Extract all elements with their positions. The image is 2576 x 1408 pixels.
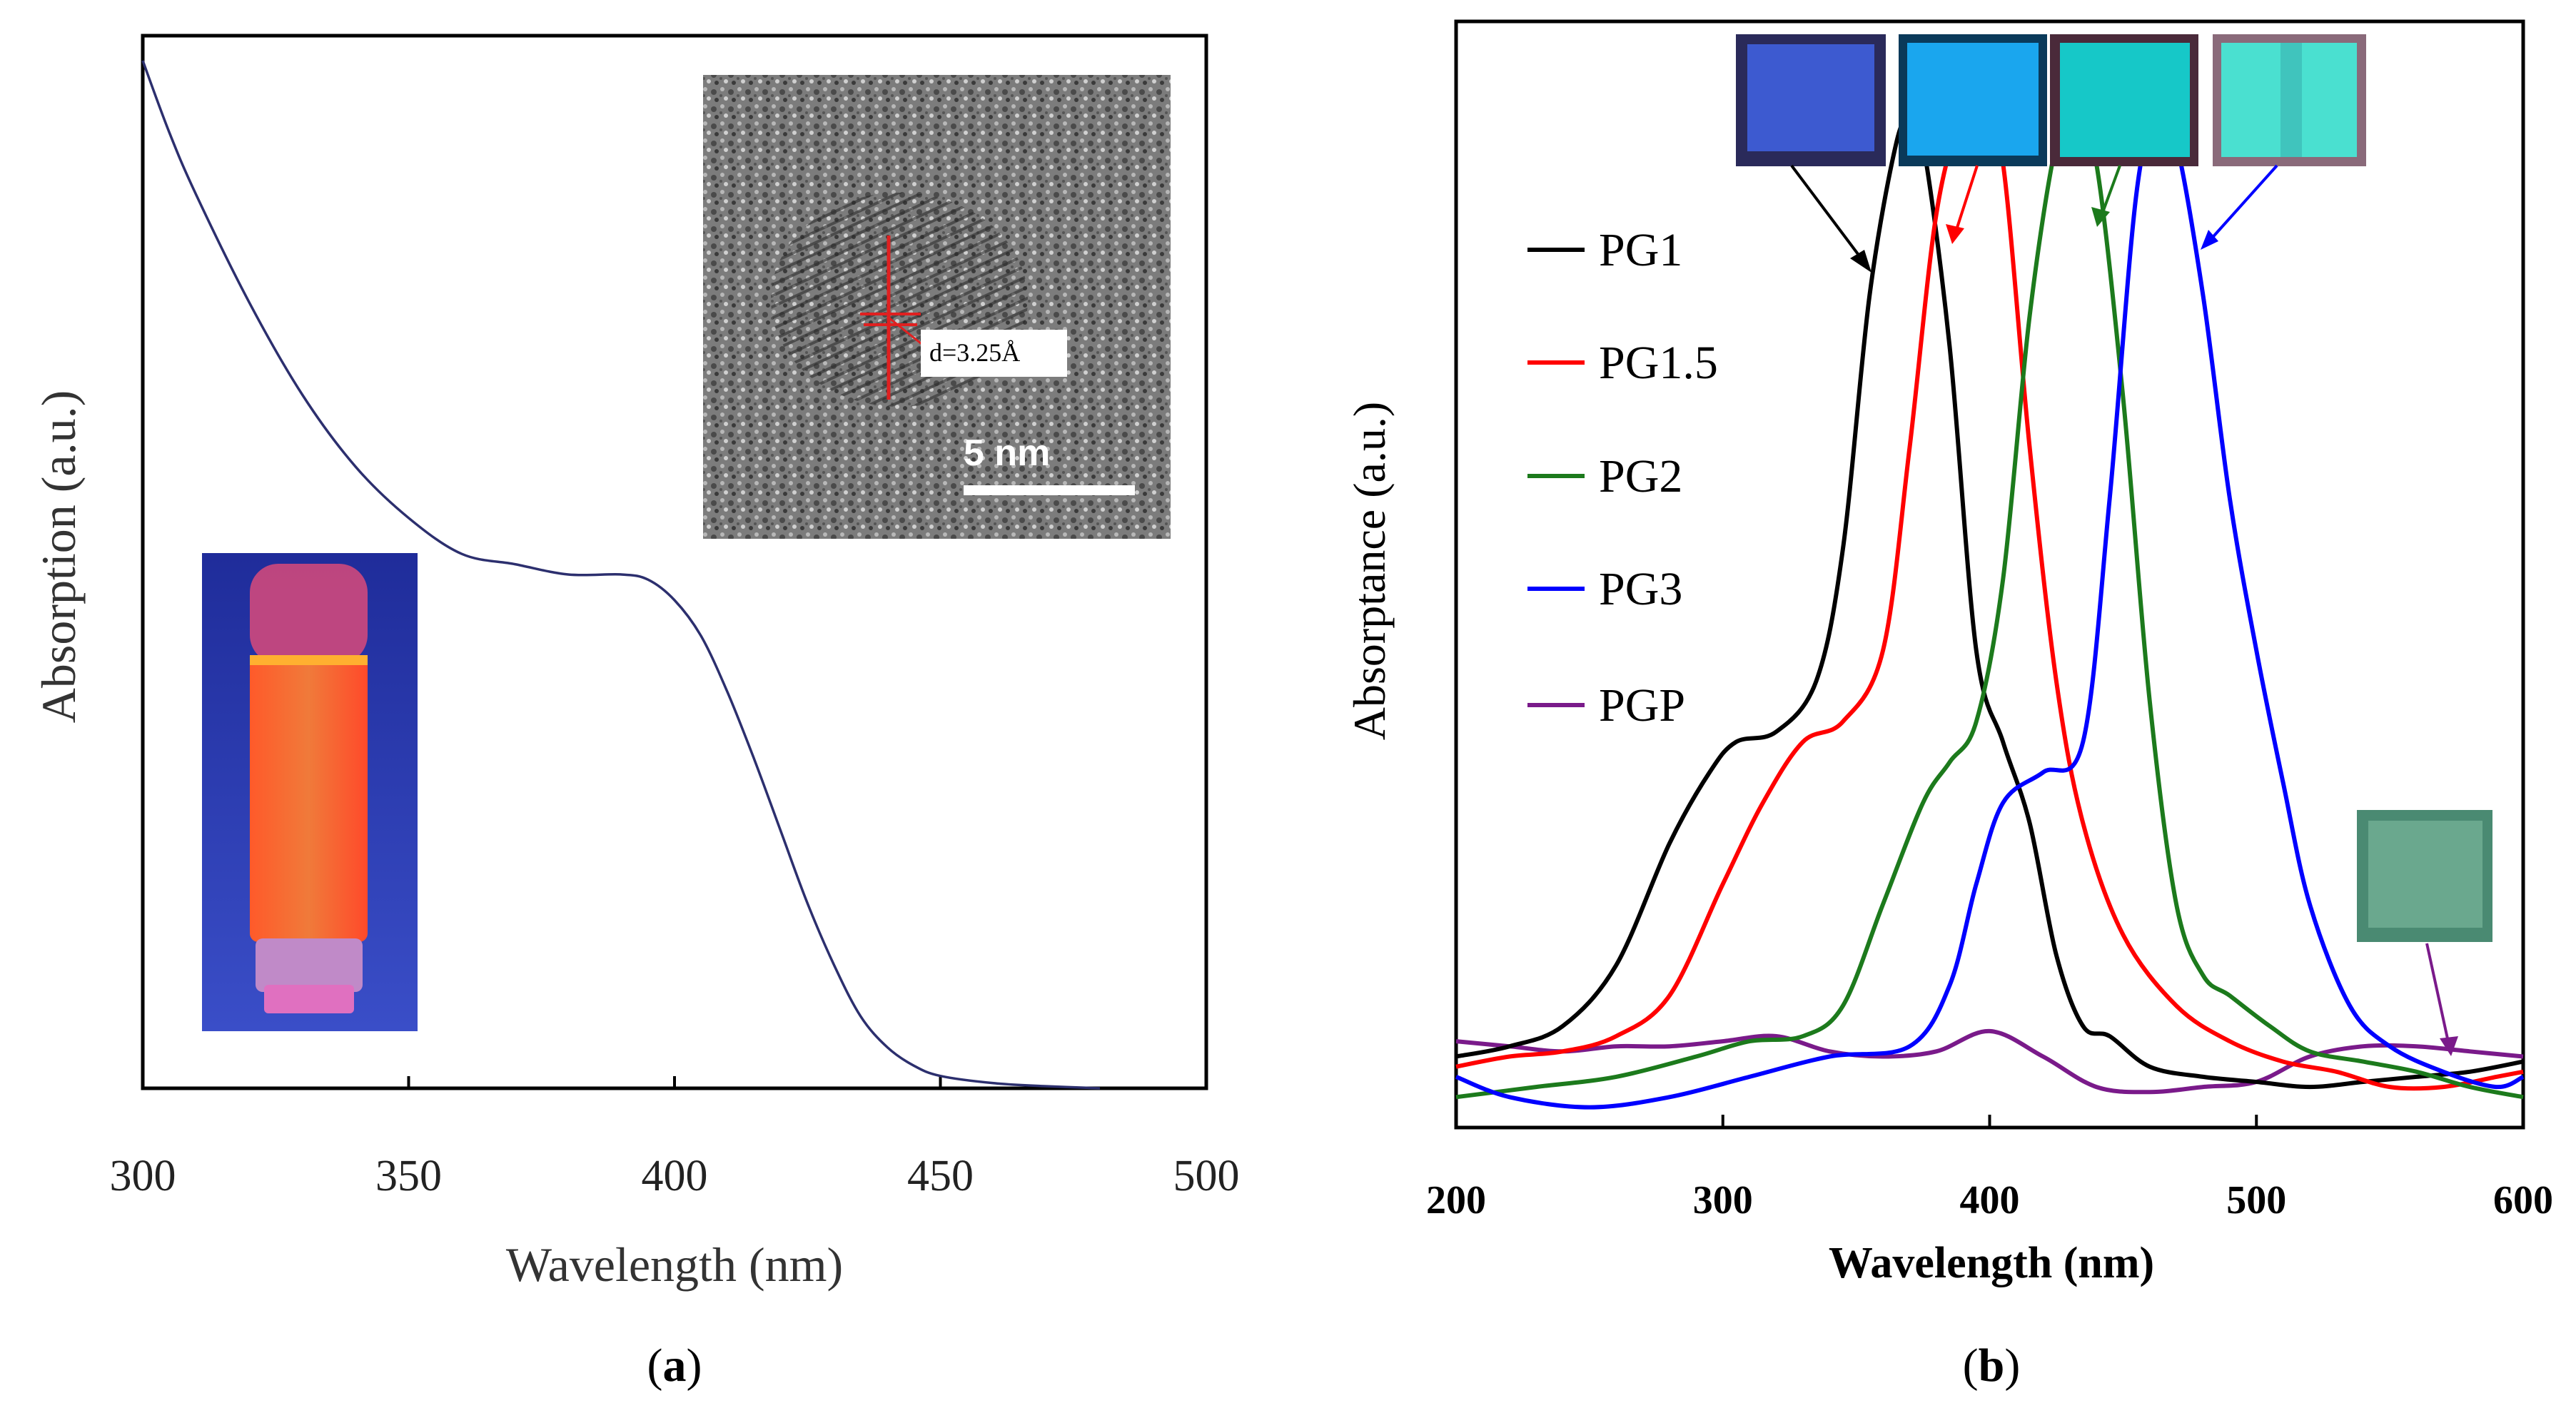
tem-annotation: d=3.25Å bbox=[929, 338, 1020, 367]
series-line-pgp bbox=[1455, 1028, 2524, 1095]
x-ticks-b: 200 300 400 500 600 bbox=[1426, 1115, 2553, 1222]
legend-entry-pgp: PGP bbox=[1527, 679, 1685, 731]
scale-bar bbox=[964, 485, 1135, 495]
caption-b: (b) bbox=[1963, 1339, 2021, 1392]
legend: PG1 PG1.5 PG2 PG3 PGP bbox=[1527, 224, 1718, 731]
x-tick-label-b: 200 bbox=[1426, 1178, 1486, 1222]
arrow-pg1 bbox=[1790, 164, 1872, 273]
legend-entry-pg1: PG1 bbox=[1527, 224, 1682, 276]
x-tick-label-b: 500 bbox=[2226, 1178, 2286, 1222]
legend-label-pg15: PG1.5 bbox=[1599, 337, 1718, 389]
legend-label-pg2: PG2 bbox=[1599, 450, 1682, 502]
x-tick-label-a: 350 bbox=[375, 1152, 442, 1200]
x-tick-label-b: 300 bbox=[1693, 1178, 1753, 1222]
legend-label-pg1: PG1 bbox=[1599, 224, 1682, 276]
legend-label-pgp: PGP bbox=[1599, 679, 1685, 731]
arrow-pg2 bbox=[2091, 165, 2121, 227]
panel-a: 300 350 400 450 500 d=3.25Å 5 nm Absorption … bbox=[31, 34, 1240, 1392]
absorption-curve bbox=[141, 60, 1101, 1090]
vial-photo-inset bbox=[202, 553, 418, 1031]
caption-a: (a) bbox=[647, 1339, 702, 1392]
caption-a-letter: a bbox=[663, 1339, 687, 1392]
arrow-pg15 bbox=[1946, 165, 1979, 244]
x-tick-label-a: 450 bbox=[907, 1152, 974, 1200]
film-photo-pg1 bbox=[1736, 34, 1886, 166]
svg-text:(a): (a) bbox=[647, 1339, 702, 1392]
film-photo-pgp bbox=[2357, 810, 2492, 942]
film-photos bbox=[1736, 34, 2492, 942]
caption-b-letter: b bbox=[1979, 1339, 2005, 1392]
x-tick-label-a: 300 bbox=[110, 1152, 176, 1200]
legend-entry-pg15: PG1.5 bbox=[1527, 337, 1718, 389]
film-photo-pg2 bbox=[2050, 34, 2198, 166]
series-line-pg1 bbox=[1455, 116, 2524, 1090]
legend-label-pg3: PG3 bbox=[1599, 563, 1682, 615]
y-axis-label-b: Absorptance (a.u.) bbox=[1344, 402, 1395, 740]
panel-b: 200 300 400 500 600 bbox=[1344, 19, 2553, 1392]
x-axis-label-b: Wavelength (nm) bbox=[1829, 1239, 2154, 1287]
x-tick-label-a: 400 bbox=[642, 1152, 708, 1200]
pointer-arrows bbox=[1790, 164, 2458, 1056]
series-line-pg3 bbox=[1455, 107, 2525, 1110]
svg-text:(b): (b) bbox=[1963, 1339, 2021, 1392]
scale-bar-label: 5 nm bbox=[964, 432, 1050, 474]
y-axis-label-a: Absorption (a.u.) bbox=[31, 390, 86, 723]
x-axis-label-a: Wavelength (nm) bbox=[506, 1237, 843, 1292]
legend-entry-pg2: PG2 bbox=[1527, 450, 1682, 502]
x-tick-label-a: 500 bbox=[1173, 1152, 1240, 1200]
legend-entry-pg3: PG3 bbox=[1527, 563, 1682, 615]
arrow-pg3 bbox=[2201, 164, 2278, 250]
x-tick-label-b: 600 bbox=[2493, 1178, 2553, 1222]
tem-image-inset: d=3.25Å 5 nm bbox=[703, 75, 1171, 539]
arrow-pgp bbox=[2425, 943, 2458, 1056]
x-ticks-a: 300 350 400 450 500 bbox=[110, 1076, 1240, 1200]
film-photo-pg15 bbox=[1899, 34, 2047, 166]
film-photo-pg3 bbox=[2213, 34, 2366, 166]
x-tick-label-b: 400 bbox=[1960, 1178, 2020, 1222]
